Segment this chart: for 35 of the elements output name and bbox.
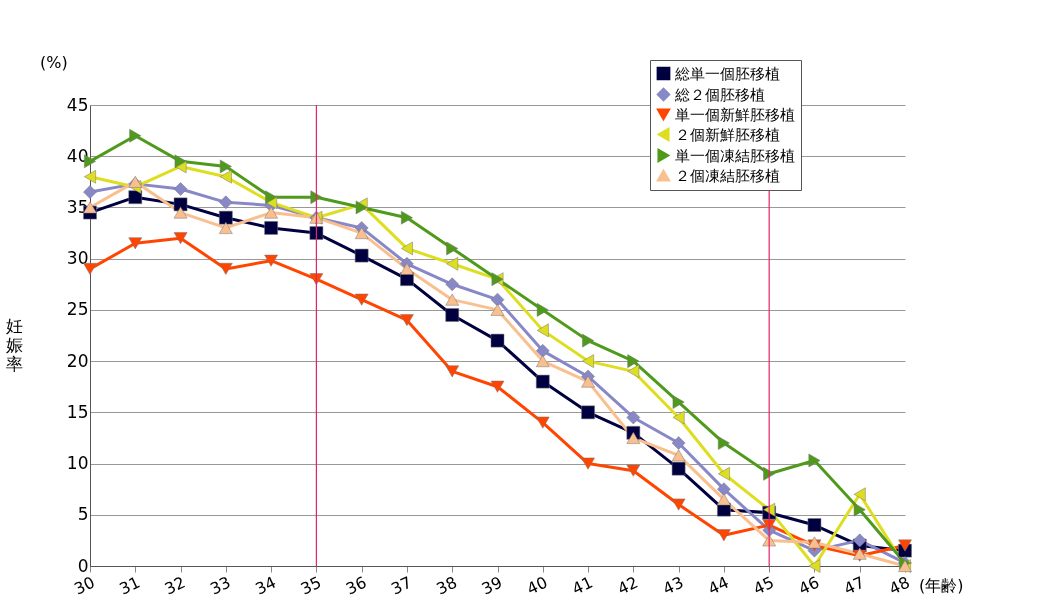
text: (%)	[40, 53, 68, 72]
x-tick-label: 45	[750, 572, 777, 599]
x-tick-label: 48	[886, 572, 913, 599]
x-tick-label: 40	[523, 572, 551, 599]
x-tick-label: 44	[705, 572, 732, 599]
x-tick-label: 38	[433, 572, 460, 599]
x-tick-label: 39	[478, 572, 506, 599]
x-tick-label: 47	[840, 572, 868, 599]
legend-label: 総単一個胚移植	[674, 64, 780, 83]
x-axis-title: (年齢)	[919, 576, 964, 595]
y-tick-label: 45	[66, 94, 89, 115]
x-tick-label: 32	[161, 572, 189, 599]
y-tick-label: 10	[66, 453, 89, 474]
x-tick-label: 34	[252, 572, 279, 599]
legend-label: 単一個凍結胚移植	[675, 146, 795, 165]
x-tick-label: 46	[795, 572, 823, 599]
y-tick-label: 30	[66, 248, 89, 269]
x-tick-label: 35	[297, 572, 325, 599]
x-tick-label: 33	[207, 572, 234, 599]
x-tick-label: 41	[569, 572, 596, 599]
y-tick-label: 25	[66, 299, 89, 320]
x-tick-label: 36	[342, 572, 370, 599]
legend-label: ２個新鮮胚移植	[675, 125, 780, 144]
x-tick-label: 31	[116, 572, 143, 599]
legend-label: 単一個新鮮胚移植	[675, 105, 795, 124]
legend-label: ２個凍結胚移植	[675, 166, 780, 185]
y-axis-title: 妊娠率	[6, 316, 24, 374]
x-tick-label: 37	[388, 572, 415, 599]
y-tick-label: 15	[66, 401, 89, 422]
x-tick-label: 42	[614, 572, 642, 599]
x-tick-label: 43	[659, 572, 687, 599]
y-tick-label: 20	[66, 350, 89, 371]
y-tick-label: 0	[77, 555, 89, 576]
legend-label: 総２個胚移植	[674, 85, 765, 104]
y-tick-label: 5	[77, 504, 89, 525]
